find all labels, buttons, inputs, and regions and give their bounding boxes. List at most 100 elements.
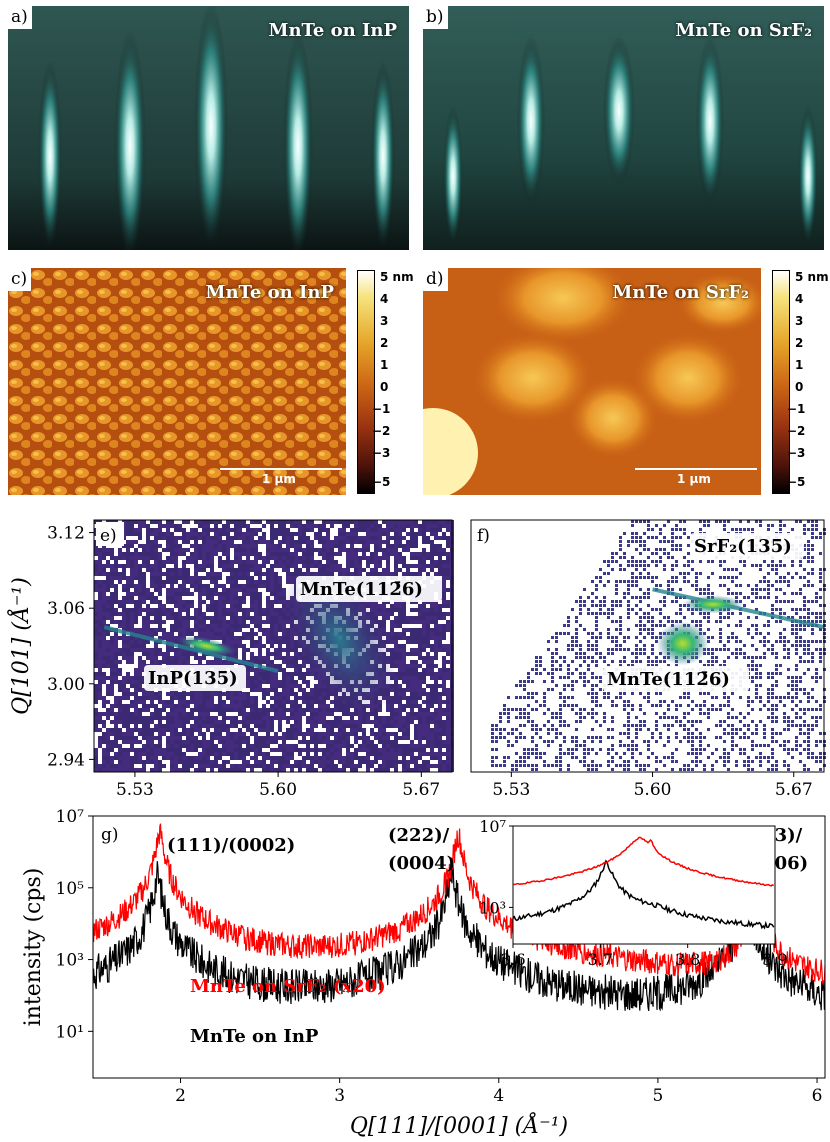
panel-title-c: MnTe on InP [205, 282, 334, 303]
x-tick-label: 5.67 [775, 780, 813, 800]
rheed-pattern-b [423, 6, 824, 250]
inset-y-tick-label: 10³ [479, 898, 506, 917]
rsm-panel-1: 5.53 5.60 5.67 f) [470, 519, 826, 800]
inset-y-tick-label: 10⁷ [479, 817, 506, 836]
y-tick-label: 10³ [56, 951, 84, 971]
colorbar-tick: −2 [372, 424, 391, 438]
rheed-pattern-a [8, 6, 409, 250]
x-tick-label: 2 [175, 1086, 186, 1106]
rsm-peak [683, 595, 744, 614]
mound [423, 408, 478, 495]
afm-image-d [423, 268, 761, 495]
inset-x-tick-label: 3.6 [500, 950, 525, 969]
rsm-peak [177, 635, 236, 657]
rsm-peak [283, 566, 396, 713]
inset-series-red [513, 836, 775, 887]
inset-plot-area [513, 836, 775, 930]
colorbar-tick: 0 [795, 380, 804, 394]
rsm-peak [656, 621, 709, 666]
streak [517, 36, 545, 206]
y-tick-label: 3.12 [47, 524, 85, 544]
series-line-mnte-on-inp [93, 860, 825, 1012]
colorbar-tick: 1 [795, 358, 804, 372]
peak-annotation-bg [690, 533, 804, 559]
inset-series-black [513, 859, 775, 930]
rsm-panel-0: 5.53 5.60 5.67 3.12 3.06 3.00 2.94 Q[101] (Å⁻¹)… [6, 519, 454, 800]
mound [568, 378, 658, 458]
peak-label: (222)/ [388, 825, 450, 846]
rsm-frame [470, 519, 825, 773]
streak [603, 36, 635, 186]
streak [194, 6, 228, 250]
panel-label: e) [100, 526, 117, 546]
mound [678, 273, 761, 333]
panel-title-d: MnTe on SrF₂ [612, 282, 749, 303]
inset-x-tick-label: 3.7 [588, 950, 613, 969]
colorbar-d [772, 270, 790, 494]
panel-title-a: MnTe on InP [268, 20, 397, 41]
x-axis-label: Q[111]/[0001] (Å⁻¹) [350, 1111, 568, 1139]
panel-title-b: MnTe on SrF₂ [675, 20, 812, 41]
inset-x-tick-label: 3.8 [675, 950, 700, 969]
xrd-plot-area [93, 823, 825, 1012]
y-axis-label: Q[101] (Å⁻¹) [6, 577, 34, 715]
rsm-frame [93, 519, 453, 773]
xrd-figure: 2 3 4 5 6 10⁷ 10⁵ 10³ 10¹ Q[111]/[0001] (Å⁻¹) inte… [21, 808, 826, 1139]
scale-bar [220, 468, 342, 470]
scale-label: 1 μm [262, 472, 296, 486]
x-tick-label: 5.60 [259, 780, 297, 800]
mound [473, 333, 593, 423]
peak-label: (111)/(0002) [167, 835, 295, 856]
colorbar-tick: 3 [795, 314, 804, 328]
colorbar-tick: 2 [795, 336, 804, 350]
colorbar-tick: −2 [787, 424, 806, 438]
y-tick-label: 10⁷ [56, 808, 85, 827]
panel-label-bg [473, 522, 501, 546]
colorbar-tick: −3 [372, 446, 391, 460]
panel-label: f) [477, 526, 490, 546]
x-tick-label: 5.67 [402, 780, 440, 800]
x-tick-label: 4 [493, 1086, 504, 1106]
panel-label-d: d) [423, 268, 448, 291]
colorbar-tick: −5 [372, 475, 391, 489]
colorbar-tick: −1 [372, 402, 391, 416]
streak [696, 36, 724, 206]
peak-annotation: SrF₂(135) [694, 536, 792, 557]
streak [114, 31, 146, 250]
peak-annotation: MnTe(112̄6) [607, 669, 730, 690]
colorbar-tick: −3 [787, 446, 806, 460]
streak [798, 106, 818, 246]
scale-label: 1 μm [677, 472, 711, 486]
colorbar-tick: 0 [380, 380, 389, 394]
scale-bar [635, 468, 757, 470]
afm-panel-d: d) MnTe on SrF₂ 1 μm [423, 268, 761, 495]
plot-frame [92, 815, 826, 1079]
colorbar-tick: 4 [795, 292, 804, 306]
y-axis-label: intensity (cps) [21, 868, 46, 1027]
peak-annotation: MnTe(112̄6) [300, 579, 423, 600]
streak [443, 106, 463, 246]
legend-entry: MnTe on InP [190, 1026, 319, 1047]
x-tick-label: 5.53 [116, 780, 154, 800]
streak [38, 61, 62, 250]
y-tick-label: 2.94 [47, 750, 85, 770]
inset-x-tick-label: 3.9 [762, 950, 787, 969]
colorbar-tick: 3 [380, 314, 389, 328]
x-tick-label: 3 [334, 1086, 345, 1106]
panel-label-c: c) [8, 268, 32, 291]
afm-panel-c: c) MnTe on InP 1 μm [8, 268, 346, 495]
panel-label: g) [101, 825, 119, 845]
rheed-panel-a: a) MnTe on InP [8, 6, 409, 250]
afm-image-c [8, 268, 346, 495]
rheed-panel-b: b) MnTe on SrF₂ [423, 6, 824, 250]
streak [371, 61, 395, 250]
panel-label-bg [96, 522, 124, 546]
y-tick-label: 3.00 [47, 675, 85, 695]
peak-annotation: InP(135) [148, 668, 238, 689]
y-tick-label: 10⁵ [56, 879, 85, 899]
panel-label-a: a) [8, 6, 32, 29]
colorbar-tick: 4 [380, 292, 389, 306]
mound [493, 268, 633, 343]
colorbar-tick: 1 [380, 358, 389, 372]
colorbar-unit: 5 nm [795, 270, 829, 284]
